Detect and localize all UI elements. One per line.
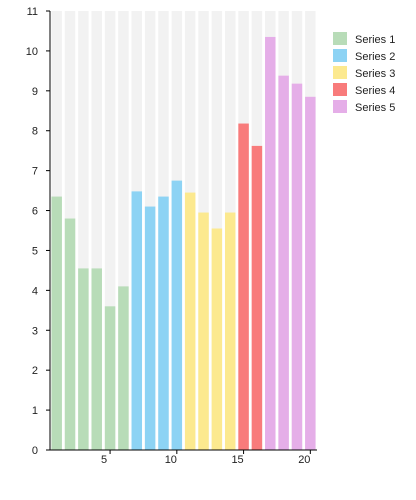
- y-tick-label-10: 10: [26, 46, 38, 58]
- x-tick-label-20: 20: [298, 454, 310, 466]
- background-bar-4: [91, 11, 102, 450]
- bar-series-3-x-13: [211, 228, 223, 450]
- y-tick-label-4: 4: [32, 285, 38, 297]
- legend-label-series-4: Series 4: [355, 85, 395, 97]
- y-tick-label-8: 8: [32, 126, 38, 138]
- bar-series-1-x-2: [64, 218, 76, 450]
- y-tick-label-7: 7: [32, 166, 38, 178]
- bar-series-1-x-4: [91, 268, 102, 450]
- y-tick-label-3: 3: [32, 325, 38, 337]
- bar-series-1-x-6: [118, 286, 129, 450]
- bar-series-4-x-16: [251, 145, 263, 450]
- legend-label-series-3: Series 3: [355, 68, 395, 80]
- bar-series-2-x-10: [171, 180, 183, 450]
- legend-swatch-series-4: [333, 83, 347, 96]
- bar-series-5-x-20: [305, 96, 316, 451]
- x-tick-label-15: 15: [231, 454, 243, 466]
- legend-label-series-1: Series 1: [355, 34, 395, 46]
- bar-series-2-x-9: [158, 196, 169, 450]
- axes: 0 1 2 3 4 5 6 7 8 9 10 11 5 10 15 20: [26, 6, 317, 466]
- x-tick-label-5: 5: [101, 454, 107, 466]
- y-tick-label-6: 6: [32, 206, 38, 218]
- bar-series-3-x-12: [198, 212, 209, 450]
- y-tick-label-5: 5: [32, 245, 38, 257]
- bar-series-5-x-18: [278, 75, 289, 451]
- bar-series-2-x-7: [131, 191, 143, 450]
- legend-swatch-series-1: [333, 32, 347, 45]
- y-tick-label-9: 9: [32, 86, 38, 98]
- y-tick-label-0: 0: [32, 445, 38, 457]
- bar-series-3-x-14: [224, 212, 236, 450]
- legend: Series 1 Series 2 Series 3 Series 4 Series 5: [333, 32, 395, 114]
- data-bars: [51, 36, 316, 451]
- background-bar-6: [118, 11, 129, 450]
- bar-series-4-x-15: [238, 123, 249, 450]
- bar-series-1-x-3: [78, 268, 89, 450]
- y-tick-label-1: 1: [32, 405, 38, 417]
- bar-series-1-x-1: [51, 196, 62, 450]
- bar-series-2-x-8: [144, 206, 156, 450]
- bar-series-5-x-17: [265, 36, 276, 450]
- y-tick-label-2: 2: [32, 365, 38, 377]
- background-bar-3: [78, 11, 89, 450]
- legend-swatch-series-2: [333, 49, 347, 62]
- legend-label-series-2: Series 2: [355, 51, 395, 63]
- background-bars: [51, 11, 316, 450]
- background-bar-5: [104, 11, 116, 450]
- bar-series-1-x-5: [104, 306, 116, 450]
- legend-label-series-5: Series 5: [355, 102, 395, 114]
- legend-swatch-series-3: [333, 66, 347, 79]
- y-tick-label-11: 11: [27, 6, 38, 18]
- bar-series-3-x-11: [184, 192, 196, 450]
- x-tick-label-10: 10: [165, 454, 177, 466]
- bar-series-5-x-19: [291, 83, 303, 450]
- legend-swatch-series-5: [333, 100, 347, 113]
